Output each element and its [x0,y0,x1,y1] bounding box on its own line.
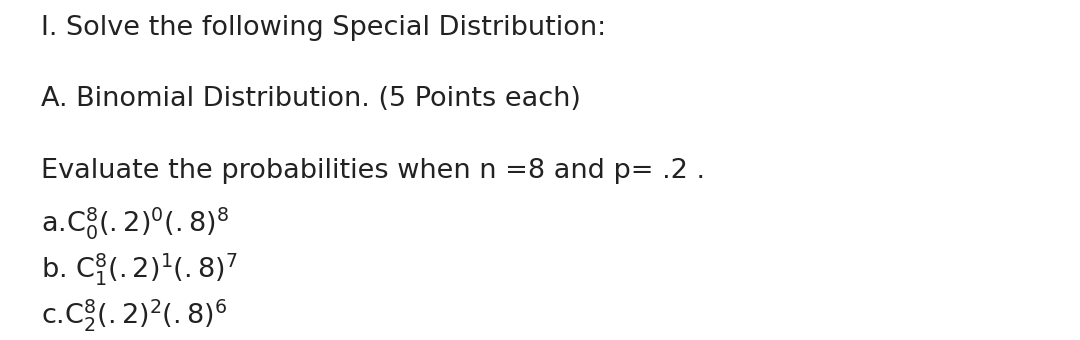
Text: I. Solve the following Special Distribution:: I. Solve the following Special Distribut… [41,15,606,41]
Text: a.$\mathsf{C^8_0(.2)^0(.8)^8}$: a.$\mathsf{C^8_0(.2)^0(.8)^8}$ [41,205,229,241]
Text: b. $\mathsf{C^8_1(.2)^1(.8)^7}$: b. $\mathsf{C^8_1(.2)^1(.8)^7}$ [41,251,238,287]
Text: Evaluate the probabilities when n =8 and p= .2 .: Evaluate the probabilities when n =8 and… [41,158,705,184]
Text: c.$\mathsf{C^8_2(.2)^2(.8)^6}$: c.$\mathsf{C^8_2(.2)^2(.8)^6}$ [41,297,228,333]
Text: A. Binomial Distribution. (5 Points each): A. Binomial Distribution. (5 Points each… [41,86,581,112]
